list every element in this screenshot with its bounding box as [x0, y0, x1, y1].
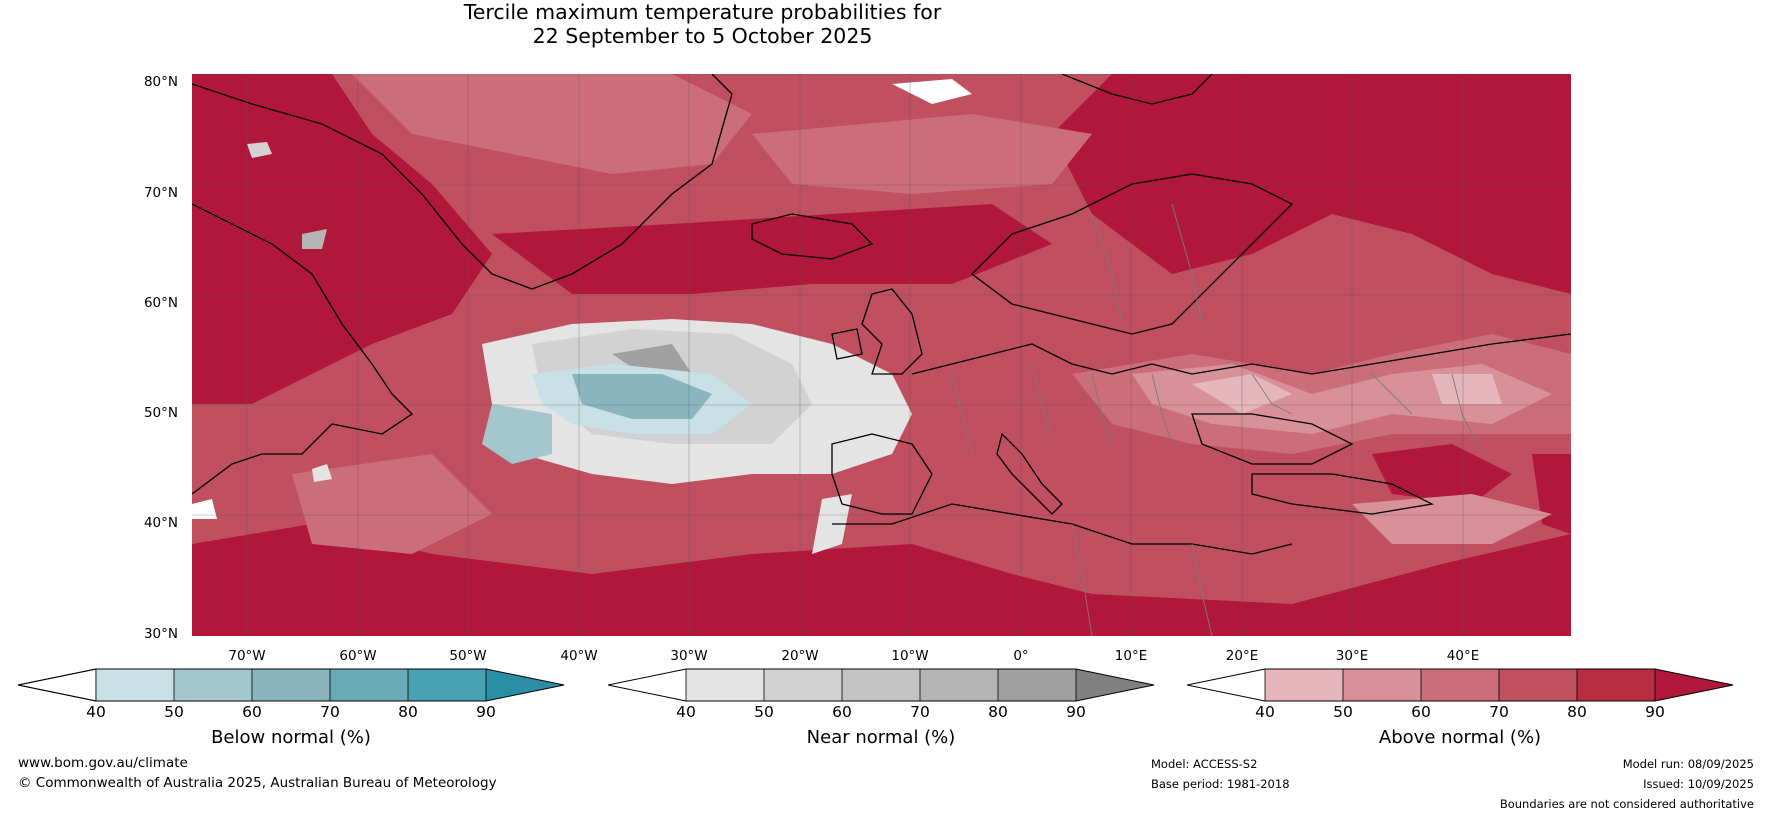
lon-label-40w: 40°W — [560, 648, 598, 664]
cbar-above-tick-90: 90 — [1645, 703, 1665, 721]
cbar-below-extend-low — [18, 668, 97, 702]
colorbar-near-normal — [608, 668, 1155, 702]
chart-title: Tercile maximum temperature probabilitie… — [0, 0, 1405, 48]
cbar-above-tick-40: 40 — [1255, 703, 1275, 721]
graticule — [192, 74, 1571, 636]
cbar-below-bin-3 — [252, 669, 330, 701]
country-borders — [951, 203, 1483, 636]
cbar-near-tick-40: 40 — [676, 703, 696, 721]
cbar-above-bin-3 — [1421, 669, 1499, 701]
cbar-near-extend-low — [608, 669, 686, 701]
cbar-near-tick-70: 70 — [910, 703, 930, 721]
cbar-below-title: Below normal (%) — [211, 727, 371, 748]
cbar-above-bin-4 — [1499, 669, 1577, 701]
cbar-above-tick-60: 60 — [1411, 703, 1431, 721]
cbar-below-tick-40: 40 — [86, 703, 106, 721]
map-svg — [192, 74, 1571, 636]
lon-label-70w: 70°W — [228, 648, 266, 664]
cbar-above-tick-50: 50 — [1333, 703, 1353, 721]
above-normal-70-regions — [292, 74, 1571, 554]
cbar-below-bin-5 — [408, 669, 486, 701]
model-name: Model: ACCESS-S2 — [1151, 757, 1258, 771]
lat-label-70n: 70°N — [143, 185, 178, 201]
cbar-below-tick-90: 90 — [476, 703, 496, 721]
cbar-below-bin-2 — [174, 669, 252, 701]
coastlines — [192, 74, 1571, 555]
cbar-near-bin-2 — [764, 669, 842, 701]
lon-label-0: 0° — [1013, 648, 1029, 664]
lat-label-60n: 60°N — [143, 295, 178, 311]
lon-label-50w: 50°W — [449, 648, 487, 664]
base-period: Base period: 1981-2018 — [1151, 777, 1290, 791]
title-line-2: 22 September to 5 October 2025 — [532, 24, 873, 48]
lat-label-50n: 50°N — [143, 405, 178, 421]
colorbar-above-normal — [1187, 668, 1734, 702]
cbar-below-tick-50: 50 — [164, 703, 184, 721]
cbar-near-bin-3 — [842, 669, 920, 701]
cbar-above-extend-low — [1187, 669, 1265, 701]
lon-label-30w: 30°W — [670, 648, 708, 664]
colorbar-below-normal — [18, 668, 565, 702]
cbar-near-tick-80: 80 — [988, 703, 1008, 721]
cbar-near-bin-4 — [920, 669, 998, 701]
boundaries-disclaimer: Boundaries are not considered authoritat… — [1499, 797, 1754, 811]
issued-date: Issued: 10/09/2025 — [1643, 777, 1754, 791]
cbar-near-title: Near normal (%) — [806, 727, 956, 748]
lon-label-20e: 20°E — [1225, 648, 1259, 664]
cbar-below-bin-4 — [330, 669, 408, 701]
cbar-below-bin-1 — [96, 669, 174, 701]
cbar-above-tick-70: 70 — [1489, 703, 1509, 721]
cbar-below-tick-80: 80 — [398, 703, 418, 721]
cbar-near-tick-50: 50 — [754, 703, 774, 721]
cbar-near-tick-90: 90 — [1066, 703, 1086, 721]
website-link[interactable]: www.bom.gov.au/climate — [18, 755, 188, 771]
cbar-above-tick-80: 80 — [1567, 703, 1587, 721]
cbar-below-tick-70: 70 — [320, 703, 340, 721]
lat-label-40n: 40°N — [143, 515, 178, 531]
cbar-below-extend-high — [486, 669, 564, 701]
lon-label-10w: 10°W — [891, 648, 929, 664]
lat-label-30n: 30°N — [143, 626, 178, 642]
cbar-near-extend-high — [1076, 669, 1154, 701]
lat-label-80n: 80°N — [143, 74, 178, 90]
lon-label-20w: 20°W — [781, 648, 819, 664]
cbar-above-bin-2 — [1343, 669, 1421, 701]
cbar-above-extend-high — [1655, 669, 1733, 701]
model-run-date: Model run: 08/09/2025 — [1622, 757, 1754, 771]
cbar-below-tick-60: 60 — [242, 703, 262, 721]
copyright-text: © Commonwealth of Australia 2025, Austra… — [18, 775, 497, 791]
cbar-above-title: Above normal (%) — [1378, 727, 1542, 748]
cbar-above-bin-1 — [1265, 669, 1343, 701]
lon-label-10e: 10°E — [1114, 648, 1148, 664]
cbar-near-bin-1 — [686, 669, 764, 701]
lon-label-40e: 40°E — [1446, 648, 1480, 664]
forecast-map — [192, 74, 1571, 636]
below-normal-region — [482, 364, 752, 464]
cbar-near-bin-5 — [998, 669, 1076, 701]
lon-label-30e: 30°E — [1335, 648, 1369, 664]
cbar-above-bin-5 — [1577, 669, 1655, 701]
title-line-1: Tercile maximum temperature probabilitie… — [463, 0, 942, 24]
lon-label-60w: 60°W — [339, 648, 377, 664]
cbar-near-tick-60: 60 — [832, 703, 852, 721]
